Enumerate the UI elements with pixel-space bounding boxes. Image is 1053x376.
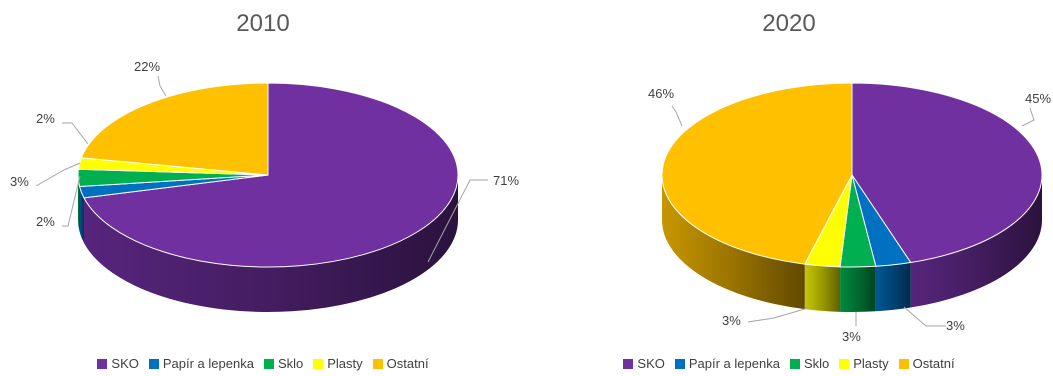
pie-sides <box>78 175 459 313</box>
legend-item-sko: SKO <box>623 356 665 371</box>
legend-label: Sklo <box>277 356 304 371</box>
data-label: 3% <box>946 318 965 333</box>
pie-slice-sko <box>83 82 459 268</box>
pie-side-plasty <box>804 264 841 312</box>
chart-2020: 2020 45% 3% 3% 3% 46% SKO Papír a lepenka Sk… <box>526 0 1052 376</box>
legend-label: Plasty <box>327 356 363 371</box>
legend-item-ostatni: Ostatní <box>898 356 955 371</box>
legend-swatch <box>839 358 850 369</box>
leader-line <box>62 122 89 145</box>
legend-item-plasty: Plasty <box>839 356 889 371</box>
data-labels: 45% 3% 3% 3% 46% <box>648 86 1051 344</box>
legend-item-papir: Papír a lepenka <box>674 356 780 371</box>
legend-item-ostatni: Ostatní <box>372 356 429 371</box>
leader-line <box>35 162 81 187</box>
leader-line <box>62 175 81 227</box>
data-label: 22% <box>134 59 160 74</box>
legend-swatch <box>372 358 383 369</box>
legend-label: Sklo <box>803 356 830 371</box>
leader-line <box>1021 107 1035 127</box>
leader-line <box>157 75 167 97</box>
pie-sides <box>662 175 1042 312</box>
legend-label: Ostatní <box>912 356 955 371</box>
pie-side-sko <box>910 175 1042 308</box>
legend-swatch <box>623 358 634 369</box>
chart-2010: 2010 71% 2% 3% 2% 22% SKO Papír a lepenka Sk… <box>0 0 526 376</box>
pie-side-papir-a-lepenka <box>79 186 84 243</box>
data-label: 2% <box>36 214 55 229</box>
legend-swatch <box>789 358 800 369</box>
pie-slices <box>661 82 1043 268</box>
leader-line <box>747 307 809 323</box>
pie-slices <box>77 82 459 268</box>
legend: SKO Papír a lepenka Sklo Plasty Ostatní <box>0 356 526 371</box>
leader-line <box>671 105 683 127</box>
pie-side-sklo <box>840 266 876 312</box>
legend-swatch <box>674 358 685 369</box>
legend-label: Papír a lepenka <box>162 356 254 371</box>
legend-item-sklo: Sklo <box>263 356 304 371</box>
pie-side-sko <box>83 175 459 313</box>
data-labels: 71% 2% 3% 2% 22% <box>10 59 519 263</box>
pie-side-ostatni <box>662 175 805 310</box>
legend-label: SKO <box>111 356 139 371</box>
legend-item-sko: SKO <box>97 356 139 371</box>
legend-label: Ostatní <box>386 356 429 371</box>
legend-label: SKO <box>637 356 665 371</box>
pie-chart-2020: 45% 3% 3% 3% 46% <box>648 82 1051 344</box>
legend-swatch <box>898 358 909 369</box>
data-label: 3% <box>722 313 741 328</box>
chart-title: 2010 <box>236 10 290 37</box>
legend-item-papir: Papír a lepenka <box>148 356 254 371</box>
data-label: 45% <box>1025 91 1051 106</box>
data-label: 3% <box>842 329 861 344</box>
pie-slice-ostatni <box>80 82 269 176</box>
leader-line <box>427 179 488 263</box>
legend-item-plasty: Plasty <box>313 356 363 371</box>
data-label: 71% <box>493 173 519 188</box>
pie-side-sklo <box>78 175 80 232</box>
data-label: 46% <box>648 86 674 101</box>
legend-label: Plasty <box>853 356 889 371</box>
pie-chart-2010: 71% 2% 3% 2% 22% <box>10 59 519 313</box>
data-label: 3% <box>10 174 29 189</box>
leader-line <box>903 306 946 327</box>
legend-item-sklo: Sklo <box>789 356 830 371</box>
pie-side-papir-a-lepenka <box>875 262 911 312</box>
data-label: 2% <box>36 111 55 126</box>
pie-slice-ostatni <box>661 82 853 265</box>
legend-label: Papír a lepenka <box>688 356 780 371</box>
legend-swatch <box>148 358 159 369</box>
pie-slice-sko <box>851 82 1043 264</box>
legend-swatch <box>263 358 274 369</box>
chart-title: 2020 <box>762 10 816 37</box>
legend-swatch <box>97 358 108 369</box>
legend-swatch <box>313 358 324 369</box>
legend: SKO Papír a lepenka Sklo Plasty Ostatní <box>526 356 1052 371</box>
